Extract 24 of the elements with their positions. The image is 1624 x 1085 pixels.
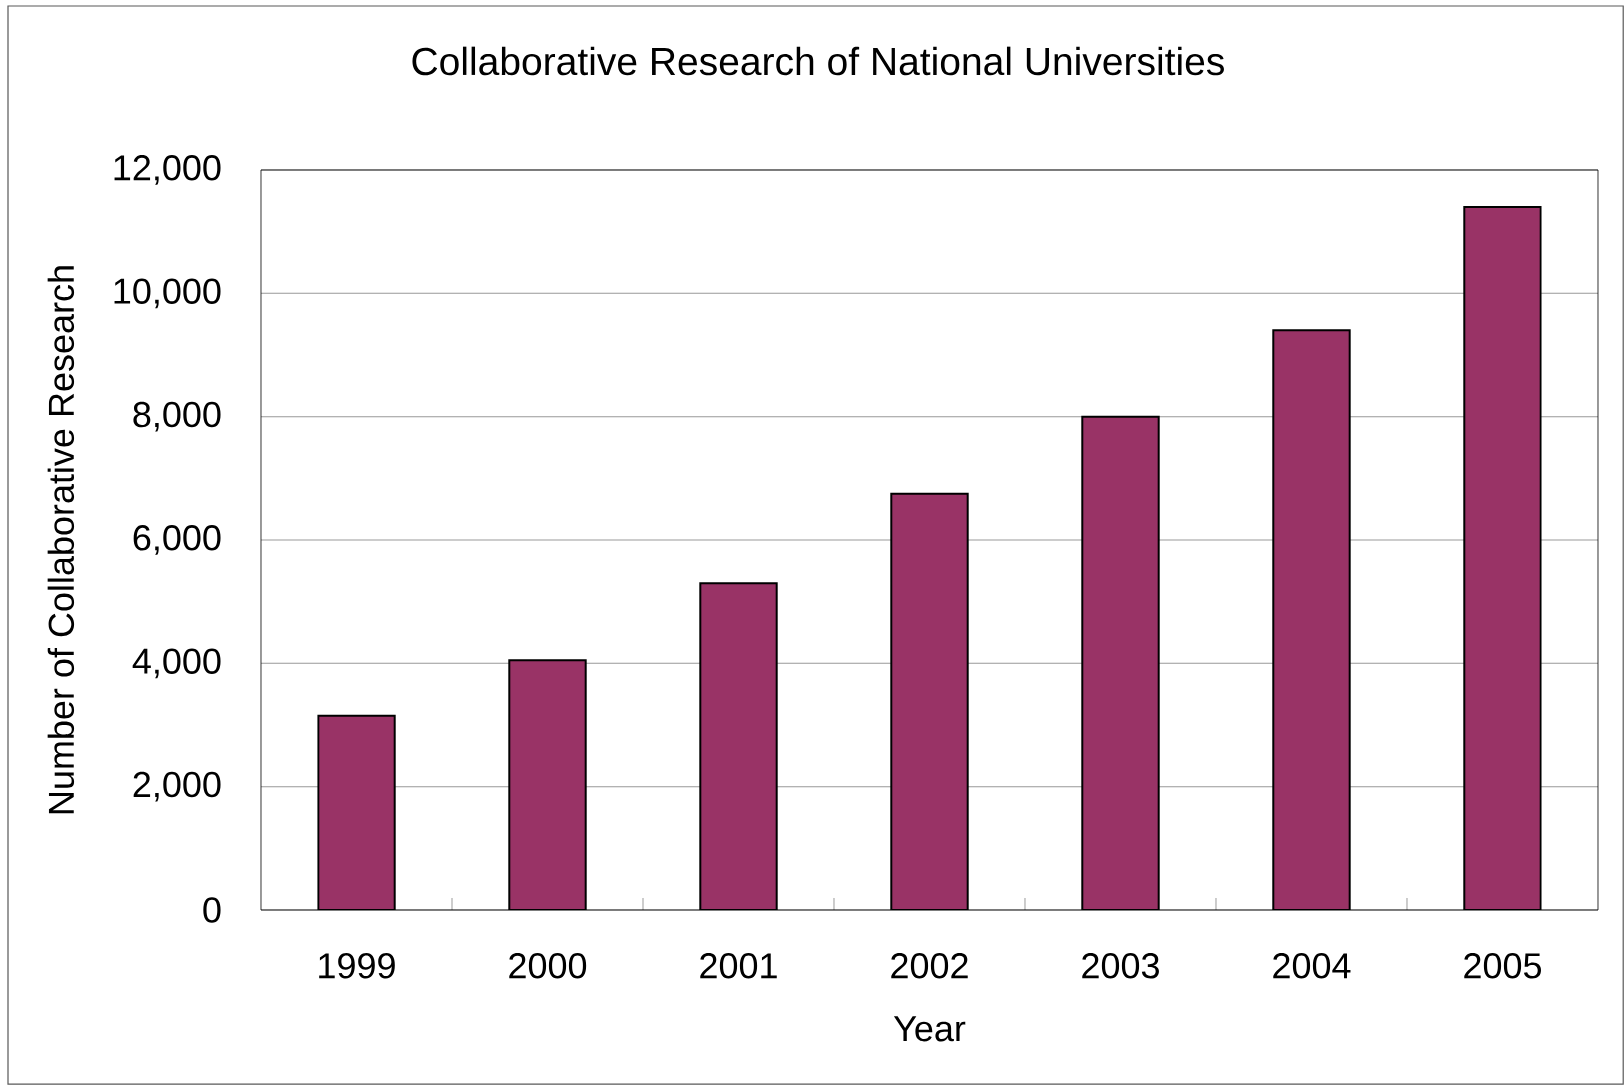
chart-title: Collaborative Research of National Universities (412, 46, 1224, 76)
y-tick-label: 6,000 (133, 525, 221, 555)
x-axis-title: Year (893, 1016, 966, 1042)
y-tick-label: 0 (203, 897, 221, 923)
y-tick-label: 4,000 (132, 648, 221, 679)
bar (317, 714, 396, 910)
bar (1272, 329, 1351, 910)
x-tick-label: 2003 (1082, 953, 1159, 979)
x-tick-label: 2000 (509, 953, 587, 979)
bar (508, 659, 587, 910)
x-tick-label: 2004 (1273, 953, 1351, 979)
x-tick-label: 1999 (319, 953, 395, 979)
x-tick-label: 2002 (891, 953, 968, 979)
bar (1081, 415, 1160, 910)
y-axis-title: Number of Collaborative Research (47, 266, 75, 814)
y-tick-label: 12,000 (114, 155, 221, 185)
bar (890, 492, 969, 910)
y-tick-label: 2,000 (133, 771, 221, 802)
bar (699, 582, 778, 910)
x-tick-label: 2001 (700, 953, 777, 979)
x-tick-label: 2005 (1464, 953, 1541, 979)
bar (1463, 205, 1542, 910)
y-tick-label: 8,000 (133, 401, 221, 432)
y-tick-label: 10,000 (114, 278, 221, 309)
